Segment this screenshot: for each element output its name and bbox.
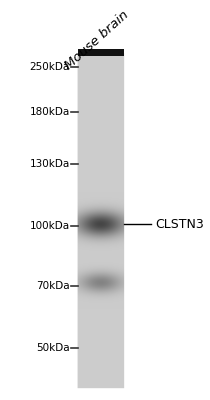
Bar bbox=[77, 48, 124, 56]
Text: CLSTN3: CLSTN3 bbox=[155, 218, 204, 230]
Text: 180kDa: 180kDa bbox=[30, 107, 70, 117]
Text: 50kDa: 50kDa bbox=[36, 343, 70, 353]
Text: 130kDa: 130kDa bbox=[30, 159, 70, 169]
Text: Mouse brain: Mouse brain bbox=[62, 8, 131, 72]
Text: 100kDa: 100kDa bbox=[30, 221, 70, 231]
Text: 70kDa: 70kDa bbox=[36, 281, 70, 291]
Text: 250kDa: 250kDa bbox=[30, 62, 70, 72]
